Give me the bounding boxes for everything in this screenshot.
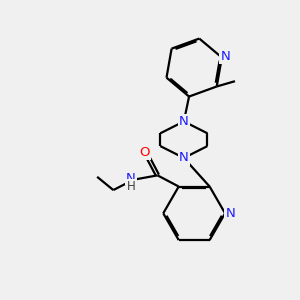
Text: O: O — [140, 146, 150, 159]
Text: H: H — [127, 180, 135, 193]
Text: N: N — [179, 152, 189, 164]
Text: N: N — [126, 172, 136, 185]
Text: N: N — [220, 50, 230, 62]
Text: N: N — [179, 115, 189, 128]
Text: N: N — [226, 207, 235, 220]
